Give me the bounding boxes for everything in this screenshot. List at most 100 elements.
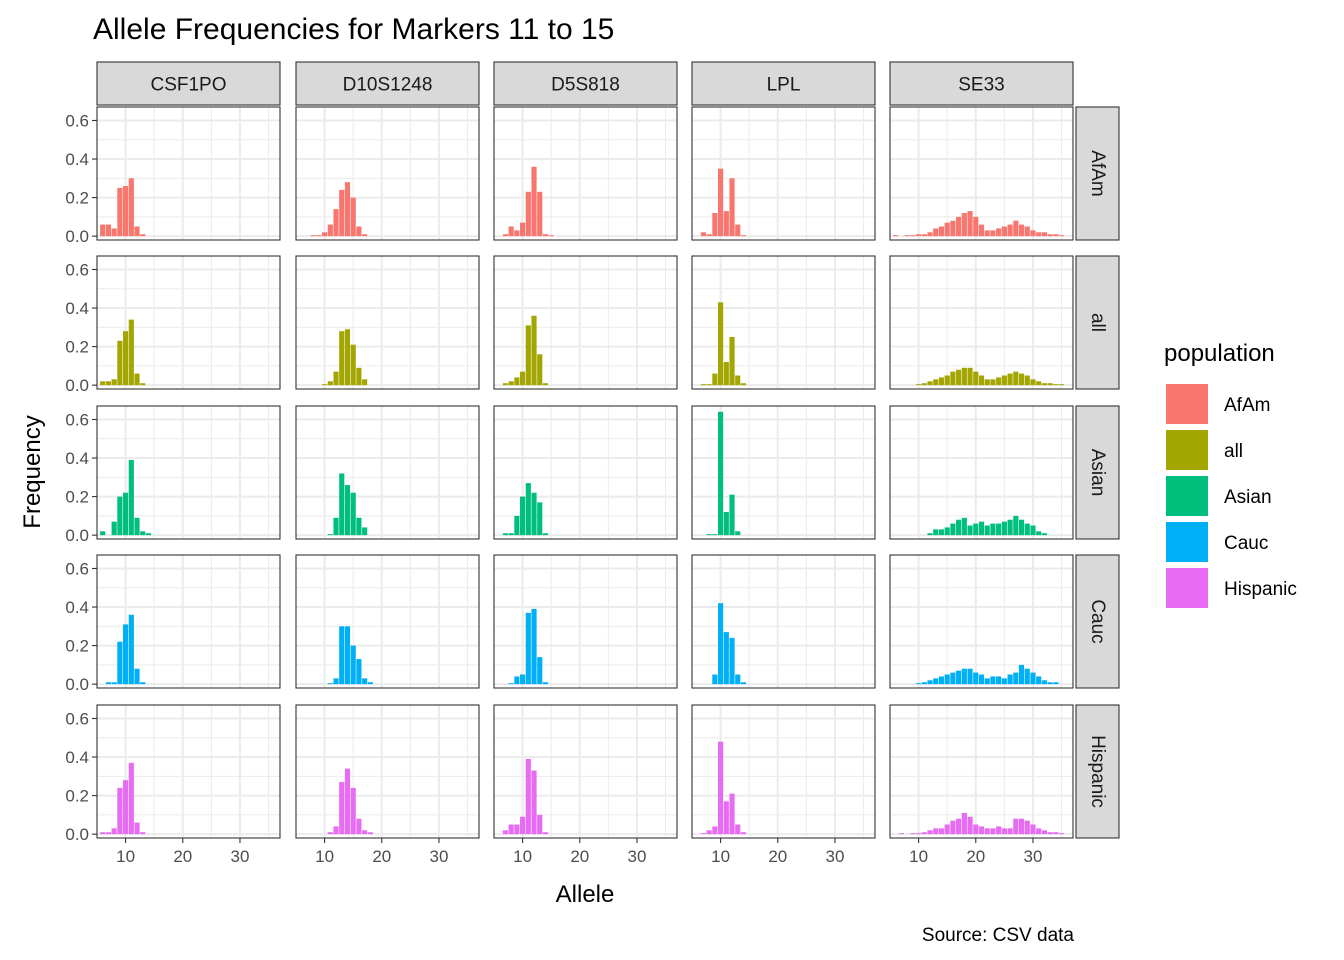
- bar-CSF1PO-Hispanic-7: [105, 832, 112, 835]
- bar-SE33-Cauc-25: [1001, 678, 1007, 685]
- bar-D5S818-Hispanic-12: [531, 770, 537, 835]
- bar-SE33-Cauc-22: [984, 678, 990, 685]
- bar-D5S818-Cauc-8: [508, 683, 514, 685]
- bar-CSF1PO-Cauc-8: [111, 682, 117, 685]
- bar-CSF1PO-Asian-13: [140, 531, 146, 536]
- y-tick-label: 0.0: [65, 675, 89, 694]
- bar-LPL-all-11: [723, 362, 729, 386]
- bar-D10S1248-AfAm-17: [362, 234, 368, 237]
- bar-SE33-Cauc-27: [1013, 672, 1019, 685]
- strip-LPL: [691, 61, 876, 106]
- bar-D5S818-Cauc-13: [537, 657, 543, 685]
- panel-SE33-AfAm: [889, 106, 1074, 241]
- bar-SE33-all-10: [916, 384, 922, 386]
- bar-D5S818-Hispanic-14: [542, 832, 549, 835]
- bar-D5S818-Asian-7: [502, 533, 509, 536]
- panel-SE33-Cauc: [889, 554, 1074, 689]
- y-tick-label: 0.0: [65, 227, 89, 246]
- bar-SE33-Hispanic-34: [1053, 832, 1059, 835]
- bar-SE33-all-11: [921, 383, 927, 386]
- panel-background: [890, 406, 1073, 539]
- bar-SE33-Cauc-30: [1030, 672, 1036, 685]
- bar-CSF1PO-Cauc-10: [123, 624, 129, 685]
- bar-LPL-Hispanic-14: [740, 832, 747, 835]
- bar-SE33-all-13: [933, 379, 939, 386]
- bar-LPL-Hispanic-10: [718, 741, 724, 835]
- bar-SE33-AfAm-27: [1013, 220, 1019, 237]
- bar-SE33-Asian-12: [927, 533, 933, 536]
- strip-Cauc: [1075, 554, 1120, 689]
- x-tick-label: 20: [570, 847, 589, 866]
- bar-D5S818-Hispanic-7: [502, 830, 509, 835]
- bar-SE33-AfAm-31: [1036, 232, 1042, 237]
- bar-SE33-AfAm-26: [1007, 224, 1013, 237]
- bar-D5S818-Hispanic-10: [520, 816, 526, 835]
- panel-border: [96, 405, 281, 540]
- bar-D5S818-Hispanic-13: [537, 814, 543, 835]
- bar-CSF1PO-AfAm-10: [123, 186, 129, 237]
- panel-border: [295, 255, 480, 390]
- bar-SE33-Cauc-21: [978, 674, 985, 685]
- bar-CSF1PO-Hispanic-13: [140, 832, 146, 835]
- panel-border: [295, 554, 480, 689]
- bar-D10S1248-all-14: [344, 329, 351, 386]
- legend-label-Hispanic: Hispanic: [1224, 579, 1297, 600]
- chart-caption: Source: CSV data: [922, 925, 1075, 946]
- legend-key-Asian: [1166, 476, 1208, 516]
- legend: population AfAm all Asian Cauc Hispanic: [1164, 340, 1297, 608]
- panel-background: [494, 555, 677, 688]
- x-tick-label: 20: [768, 847, 787, 866]
- legend-entries: AfAm all Asian Cauc Hispanic: [1166, 384, 1297, 608]
- strip-label-CSF1PO: CSF1PO: [150, 75, 226, 96]
- bar-SE33-all-25: [1001, 375, 1007, 386]
- bar-SE33-all-14: [938, 377, 945, 386]
- y-tick-label: 0.2: [65, 338, 89, 357]
- bar-SE33-all-32: [1041, 383, 1047, 386]
- bar-D5S818-all-12: [531, 315, 537, 386]
- bar-LPL-Asian-12: [729, 494, 735, 536]
- bar-D10S1248-Asian-13: [339, 473, 345, 536]
- bar-LPL-Cauc-14: [740, 682, 747, 685]
- bar-SE33-Hispanic-14: [938, 828, 945, 835]
- bar-D5S818-all-10: [520, 371, 526, 386]
- bar-CSF1PO-Cauc-9: [117, 641, 123, 685]
- legend-label-Cauc: Cauc: [1224, 533, 1268, 554]
- x-tick-label: 30: [1024, 847, 1043, 866]
- x-tick-label: 10: [711, 847, 730, 866]
- bar-LPL-Asian-11: [723, 512, 729, 536]
- bar-D10S1248-Asian-17: [362, 527, 368, 536]
- bar-SE33-Hispanic-21: [978, 826, 985, 835]
- panel-background: [296, 107, 479, 240]
- bar-LPL-all-13: [735, 375, 741, 386]
- bar-LPL-Cauc-11: [723, 632, 729, 685]
- bar-CSF1PO-Asian-14: [145, 533, 152, 536]
- bar-SE33-Hispanic-7: [898, 833, 905, 835]
- bar-SE33-Asian-16: [950, 523, 956, 536]
- panel-D5S818-AfAm: [493, 106, 678, 241]
- strip-label-D10S1248: D10S1248: [343, 75, 433, 96]
- panel-background: [890, 705, 1073, 838]
- bar-CSF1PO-AfAm-11: [128, 178, 134, 237]
- bar-LPL-Hispanic-12: [729, 793, 735, 835]
- bar-SE33-Hispanic-10: [916, 833, 922, 835]
- y-tick-label: 0.4: [65, 449, 89, 468]
- bar-SE33-Hispanic-23: [990, 828, 996, 835]
- bar-D10S1248-Asian-14: [344, 485, 351, 536]
- bar-SE33-Cauc-32: [1041, 680, 1047, 685]
- bar-D10S1248-all-12: [333, 371, 339, 386]
- bar-SE33-Hispanic-16: [950, 820, 956, 835]
- y-tick-label: 0.4: [65, 150, 89, 169]
- bar-SE33-Asian-26: [1007, 519, 1013, 536]
- bar-SE33-Hispanic-33: [1047, 832, 1053, 835]
- bar-CSF1PO-AfAm-12: [134, 226, 140, 237]
- bar-SE33-Asian-30: [1030, 525, 1036, 536]
- bar-CSF1PO-Hispanic-12: [134, 822, 140, 835]
- bar-D5S818-Hispanic-9: [514, 824, 520, 835]
- bar-LPL-Cauc-12: [729, 637, 735, 685]
- panel-border: [691, 106, 876, 241]
- panel-border: [691, 255, 876, 390]
- bar-LPL-AfAm-11: [723, 211, 729, 237]
- bar-LPL-AfAm-10: [718, 168, 724, 237]
- y-tick-label: 0.6: [65, 559, 89, 578]
- bar-SE33-Hispanic-20: [973, 824, 979, 835]
